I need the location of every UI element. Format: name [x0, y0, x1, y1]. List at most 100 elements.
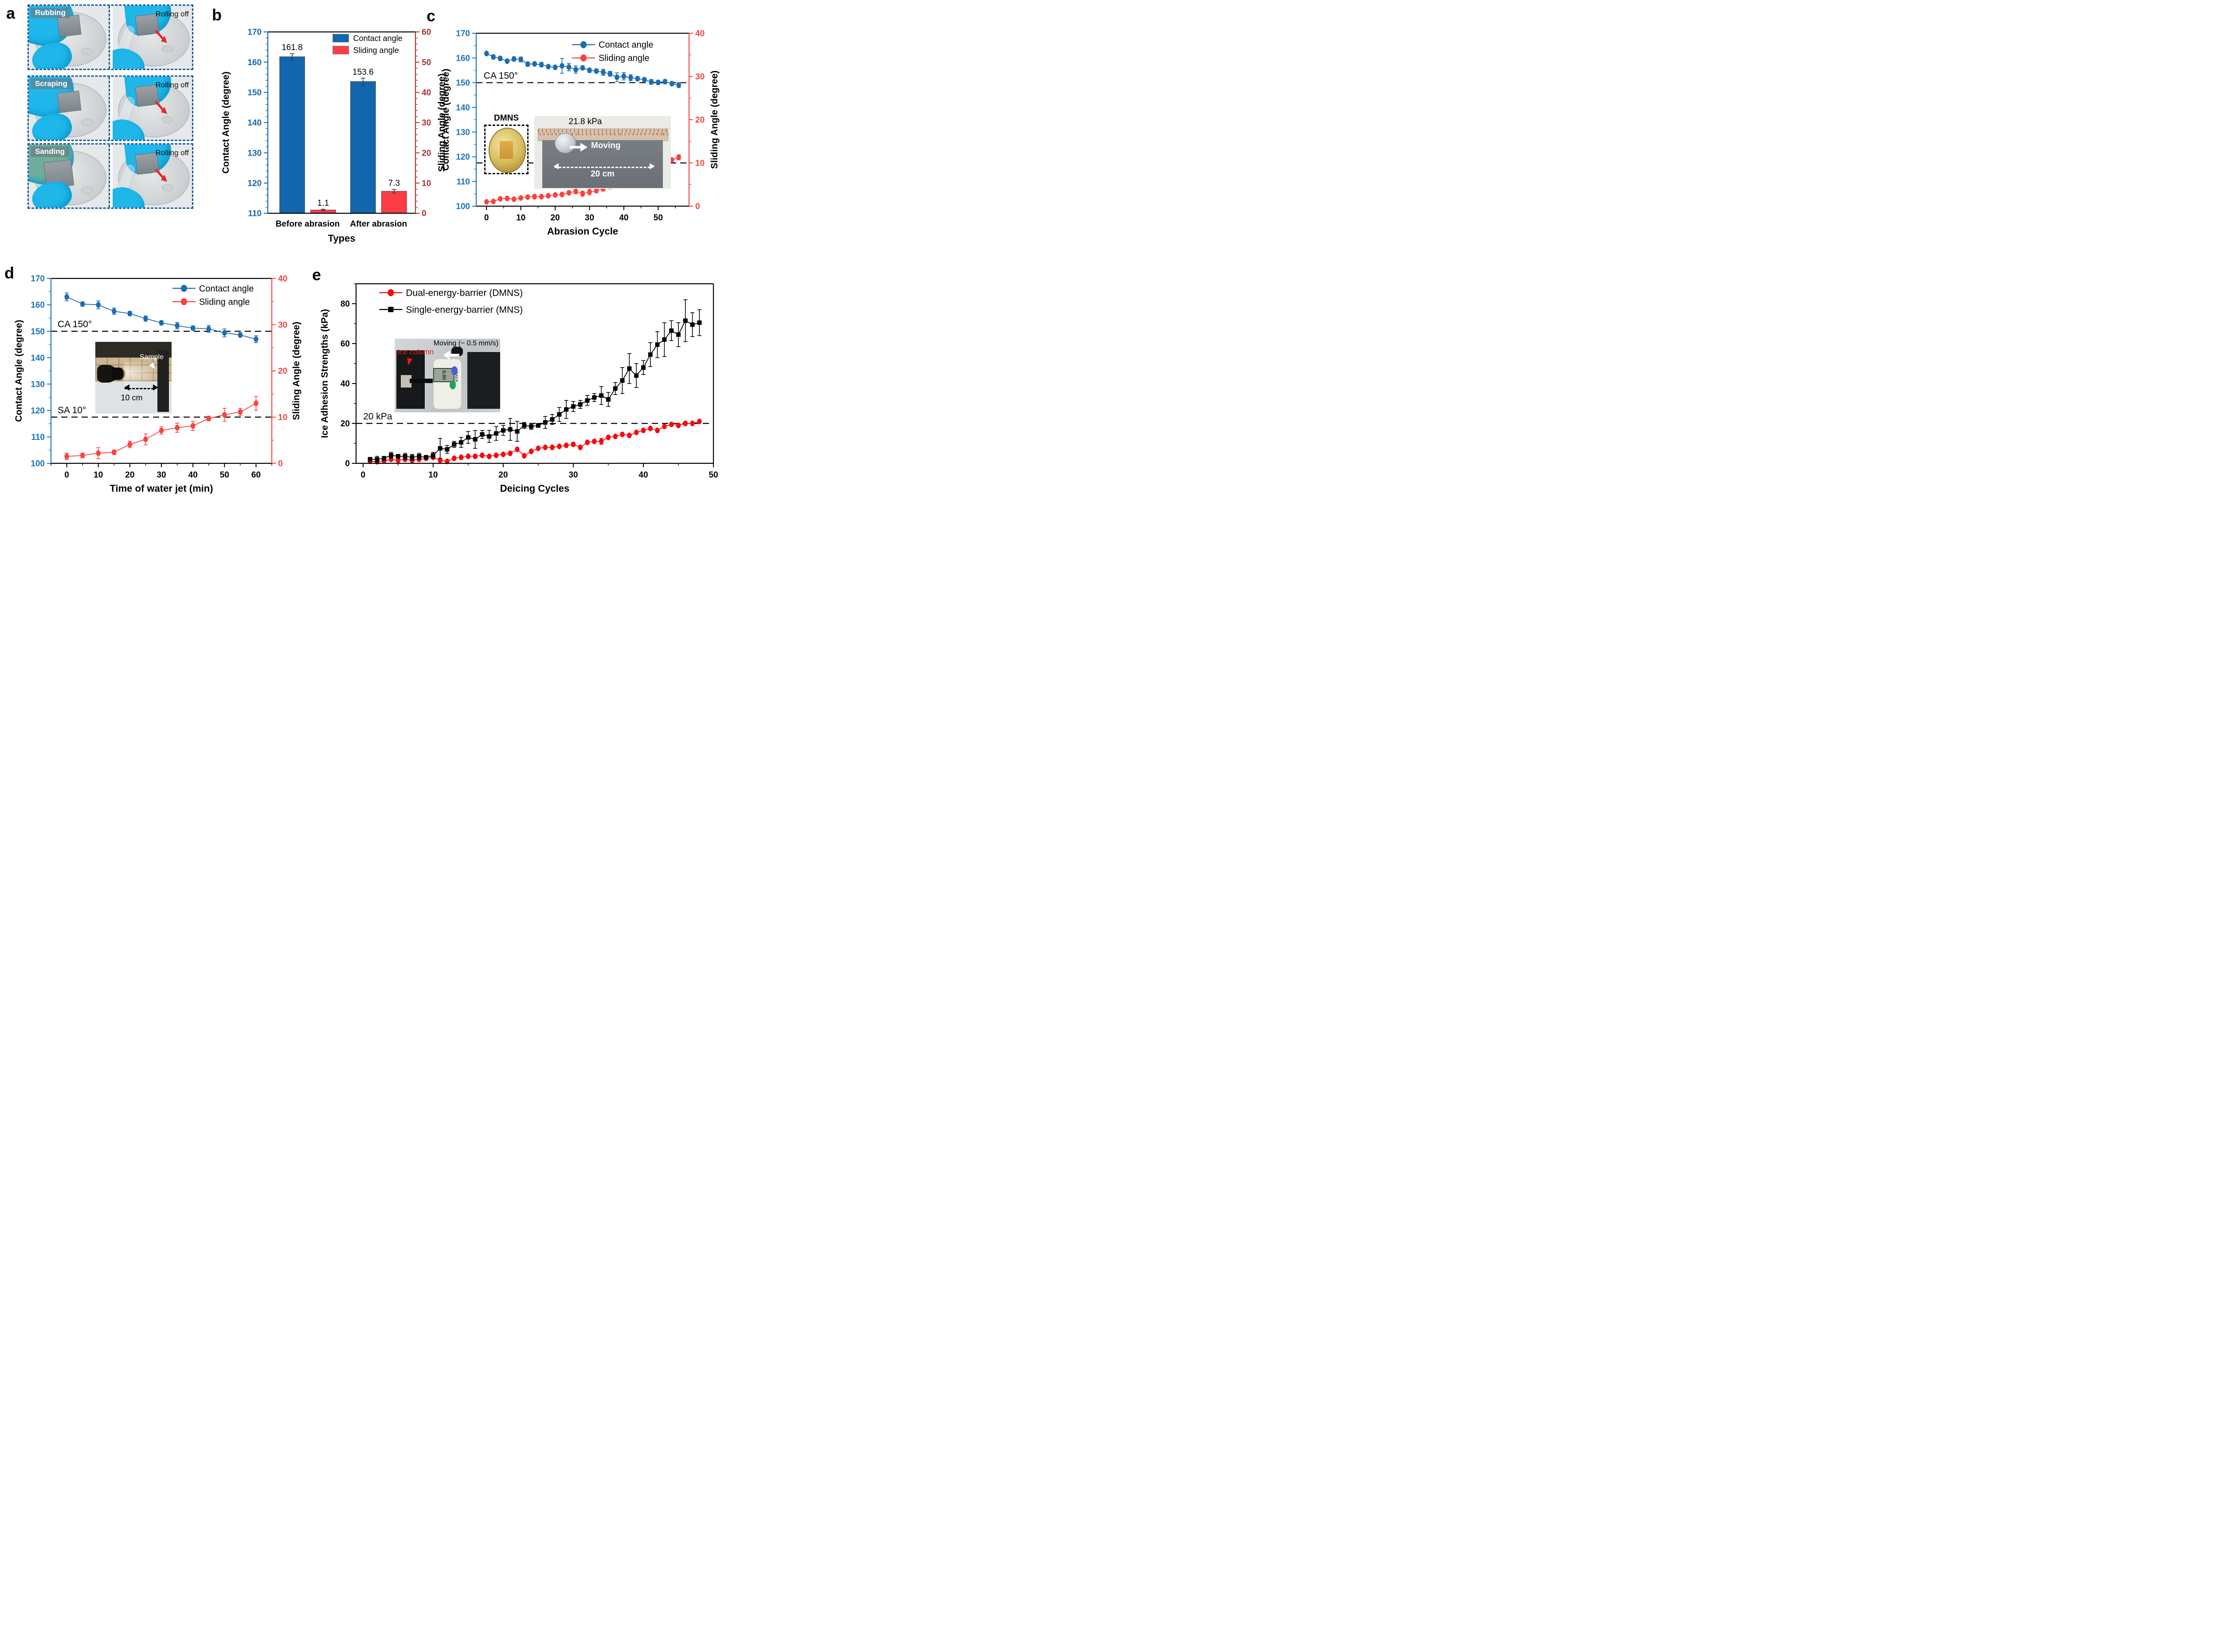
distance-arrow [555, 167, 650, 168]
svg-text:100: 100 [31, 459, 45, 469]
svg-text:10: 10 [422, 179, 431, 188]
svg-text:0: 0 [695, 202, 700, 211]
photo-label: Rubbing [31, 8, 70, 18]
gauge-button-blue [451, 366, 458, 375]
dmns-inset-label: DMNS [494, 114, 519, 123]
svg-text:0: 0 [422, 209, 427, 219]
svg-text:Contact angle: Contact angle [353, 34, 403, 43]
moving-arrow-icon [439, 351, 450, 360]
svg-text:30: 30 [585, 213, 594, 223]
chart-e-deicing-cycles: 20 kPa 0 20 40 60 80 Ice Adhesion Strengths (k… [320, 283, 718, 494]
svg-text:170: 170 [247, 28, 262, 37]
svg-text:Sliding Angle (degree): Sliding Angle (degree) [291, 321, 302, 420]
svg-text:110: 110 [31, 433, 45, 442]
chart-d-water-jet: CA 150°SA 10°100110120130140150160170Con… [14, 274, 302, 494]
svg-text:160: 160 [456, 54, 470, 63]
svg-text:100: 100 [456, 202, 470, 211]
ice-adhesion-test-photo: 0.00 IMADA Ice column Moving (~ 0.5 mm/s… [395, 339, 500, 412]
svg-text:0: 0 [278, 459, 283, 469]
weight-cylinder [555, 133, 576, 153]
chart-b-bar-contact-sliding: 161.8 1.1 Before abrasion 153.6 7.3 After abr… [221, 28, 447, 244]
svg-text:40: 40 [422, 88, 431, 98]
gauge-button-green [450, 380, 456, 389]
svg-text:50: 50 [422, 58, 431, 67]
photo-sanding-action: Sanding [29, 145, 110, 207]
svg-text:30: 30 [157, 470, 166, 480]
svg-text:Deicing Cycles: Deicing Cycles [500, 483, 570, 494]
rolling-off-label: Rolling off [155, 148, 189, 157]
svg-text:CA 150°: CA 150° [484, 70, 518, 81]
svg-text:1.1: 1.1 [317, 199, 329, 208]
ice-column-label: Ice column [397, 348, 434, 356]
svg-text:40: 40 [619, 213, 628, 223]
svg-text:Abrasion Cycle: Abrasion Cycle [547, 226, 618, 237]
svg-text:SA 10°: SA 10° [58, 405, 86, 415]
svg-text:0: 0 [64, 470, 69, 480]
svg-text:120: 120 [456, 153, 470, 162]
svg-text:140: 140 [247, 118, 262, 128]
svg-text:Dual-energy-barrier (DMNS): Dual-energy-barrier (DMNS) [406, 288, 523, 298]
svg-text:20: 20 [278, 367, 287, 376]
svg-text:60: 60 [251, 470, 261, 480]
svg-text:30: 30 [695, 72, 705, 82]
svg-text:140: 140 [31, 353, 45, 363]
svg-text:110: 110 [456, 177, 470, 187]
moving-label: Moving (~ 0.5 mm/s) [433, 340, 498, 347]
dmns-sample-photo [484, 125, 529, 174]
svg-text:60: 60 [422, 28, 431, 37]
svg-text:10: 10 [695, 159, 705, 168]
distance-label: 20 cm [591, 169, 615, 179]
svg-text:120: 120 [247, 179, 262, 188]
svg-text:Ice Adhesion Strengths (kPa): Ice Adhesion Strengths (kPa) [320, 309, 330, 438]
abrasion-test-photo: 21.8 kPa 1 2 3 4 5 6 7 8 9 10 1 2 3 4 5 … [534, 116, 671, 189]
rolling-off-arrow-icon [154, 168, 167, 182]
moving-label: Moving [591, 141, 621, 150]
arrowhead-left-icon [550, 163, 559, 169]
svg-text:Sliding Angle (degree): Sliding Angle (degree) [437, 73, 447, 172]
svg-text:After abrasion: After abrasion [350, 219, 407, 229]
photo-rubbing-rolloff: Rolling off [112, 6, 192, 69]
photo-label: Scraping [31, 78, 72, 89]
svg-text:50: 50 [654, 213, 663, 223]
svg-text:30: 30 [422, 118, 431, 128]
svg-text:160: 160 [247, 58, 262, 67]
svg-text:Contact angle: Contact angle [599, 40, 653, 50]
svg-text:130: 130 [456, 128, 470, 137]
rolling-off-label: Rolling off [155, 80, 189, 89]
svg-text:10: 10 [94, 470, 103, 480]
svg-text:20: 20 [422, 149, 431, 158]
svg-text:Time of water jet (min): Time of water jet (min) [110, 483, 213, 494]
svg-text:0: 0 [345, 459, 350, 469]
svg-text:153.6: 153.6 [353, 67, 374, 77]
svg-text:170: 170 [31, 274, 45, 284]
pressure-label: 21.8 kPa [568, 117, 602, 126]
svg-text:20: 20 [341, 419, 350, 429]
panel-letter-d: d [4, 264, 14, 282]
sample-square [57, 90, 82, 113]
photo-label: Sanding [31, 146, 70, 157]
push-rod [410, 379, 433, 383]
abrasion-surface: Moving 20 cm [542, 133, 663, 188]
svg-text:150: 150 [456, 78, 470, 88]
svg-text:20: 20 [695, 116, 705, 125]
water-spray [124, 360, 162, 386]
svg-text:161.8: 161.8 [282, 43, 303, 52]
photo-scraping-rolloff: Rolling off [112, 77, 192, 140]
svg-text:140: 140 [456, 103, 470, 113]
water-droplet [161, 116, 173, 124]
panel-letter-c: c [427, 7, 436, 25]
svg-text:40: 40 [278, 274, 287, 284]
panel-letter-b: b [212, 6, 222, 24]
moving-arrow-icon [580, 143, 592, 152]
svg-text:110: 110 [248, 209, 262, 219]
svg-text:0: 0 [361, 470, 366, 480]
svg-text:40: 40 [638, 470, 648, 480]
arrowhead-left-icon [121, 384, 129, 391]
arrowhead-right-icon [153, 384, 161, 391]
svg-text:60: 60 [341, 340, 350, 349]
distance-label: 10 cm [121, 393, 143, 402]
sample-stand [157, 350, 169, 412]
svg-text:10: 10 [278, 413, 287, 422]
photo-sanding-rolloff: Rolling off [112, 145, 192, 207]
arrowhead-right-icon [650, 163, 658, 169]
